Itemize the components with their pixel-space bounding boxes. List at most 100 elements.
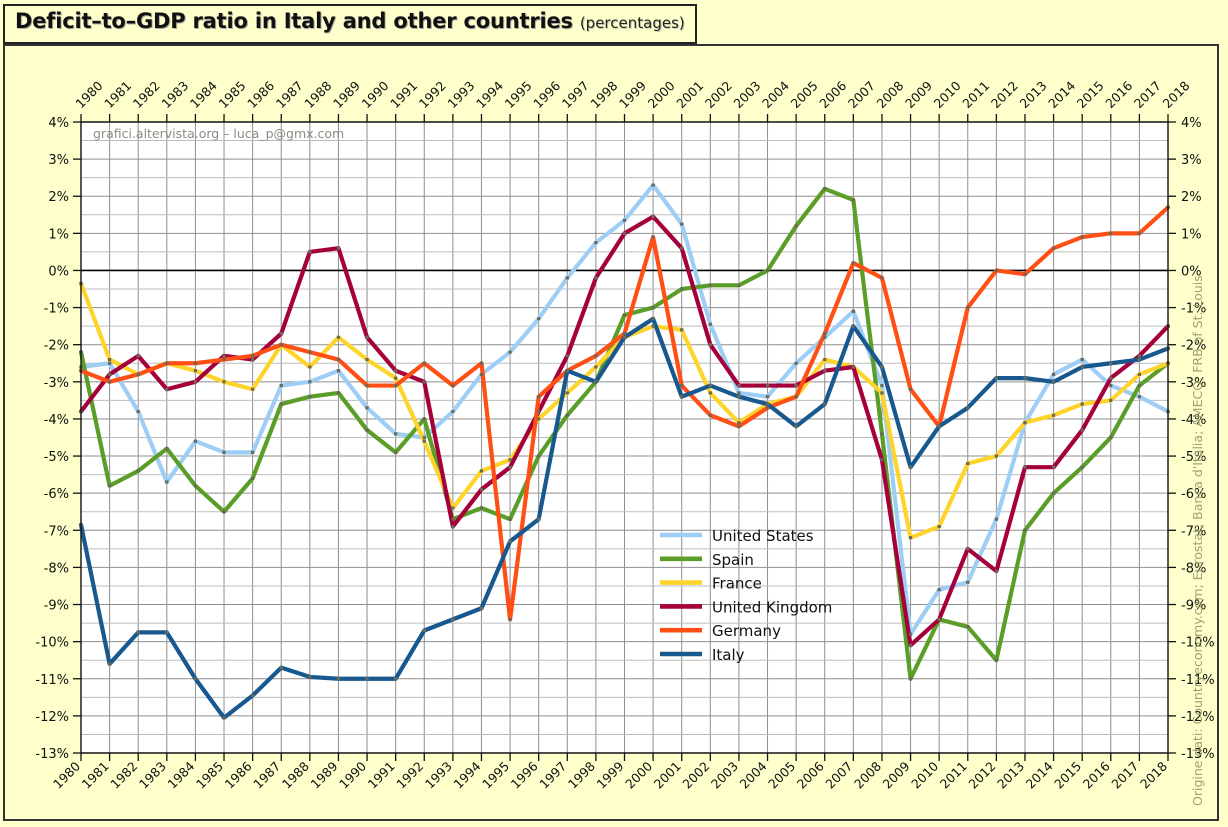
x-axis-tick-label-bottom: 2004 <box>737 758 770 791</box>
legend-label-spain[interactable]: Spain <box>712 551 754 569</box>
data-point-marker <box>193 484 198 488</box>
data-point-marker <box>279 383 283 388</box>
data-point-marker <box>622 313 627 317</box>
data-point-marker <box>336 246 341 250</box>
x-axis-tick-label-bottom: 1984 <box>164 758 197 791</box>
data-point-marker <box>394 376 398 380</box>
x-axis-tick-label-bottom: 1993 <box>422 759 455 792</box>
data-point-marker <box>880 276 884 280</box>
data-point-marker <box>1109 376 1113 380</box>
data-point-marker <box>680 328 684 332</box>
x-axis-tick-label-top: 1982 <box>130 78 163 111</box>
y-axis-tick-label-right: -10% <box>1181 636 1215 651</box>
data-point-marker <box>1051 413 1056 417</box>
x-axis-tick-label-bottom: 1999 <box>594 758 627 791</box>
data-point-marker <box>823 331 827 336</box>
data-point-marker <box>479 487 484 492</box>
data-point-marker <box>422 380 426 384</box>
legend-label-france[interactable]: France <box>712 575 762 593</box>
x-axis-tick-label-top: 1983 <box>158 78 191 111</box>
y-axis-tick-label: -13% <box>35 747 69 762</box>
data-point-marker <box>165 361 169 365</box>
data-point-marker <box>537 409 541 414</box>
data-point-marker <box>651 215 655 219</box>
x-axis-tick-label-bottom: 2016 <box>1080 758 1113 791</box>
x-axis-tick-label-bottom: 1987 <box>250 759 283 792</box>
x-axis-tick-label-top: 1994 <box>473 78 506 111</box>
page-title: Deficit–to–GDP ratio in Italy and other … <box>15 9 573 33</box>
data-point-marker <box>1137 395 1141 399</box>
data-point-marker <box>1023 528 1027 532</box>
data-point-marker <box>622 335 627 339</box>
x-axis-tick-label-bottom: 2001 <box>651 759 684 792</box>
data-point-marker <box>108 484 112 488</box>
y-axis-tick-label-right: -2% <box>1181 339 1206 354</box>
x-axis-tick-label-bottom: 2000 <box>622 758 655 791</box>
data-point-marker <box>394 677 398 681</box>
chart-title-box: Deficit–to–GDP ratio in Italy and other … <box>3 4 697 44</box>
data-point-marker <box>1109 435 1113 440</box>
x-axis-tick-label-bottom: 2014 <box>1023 758 1056 791</box>
x-axis-tick-label-bottom: 1996 <box>508 758 541 791</box>
x-axis-tick-label-top: 1997 <box>559 78 592 111</box>
y-axis-tick-label-right: -12% <box>1181 710 1215 725</box>
data-point-marker <box>823 369 827 373</box>
data-point-marker <box>365 335 369 339</box>
data-point-marker <box>308 350 312 354</box>
legend-label-germany[interactable]: Germany <box>712 622 781 640</box>
data-point-marker <box>1080 402 1084 406</box>
data-point-marker <box>508 539 512 544</box>
x-axis-tick-label-top: 1991 <box>387 78 420 111</box>
data-point-marker <box>851 365 855 369</box>
legend-label-united-states[interactable]: United States <box>712 527 814 545</box>
data-point-marker <box>1137 357 1141 362</box>
y-axis-tick-label: -8% <box>44 561 69 576</box>
x-axis-tick-label-top: 1980 <box>73 78 106 111</box>
data-point-marker <box>279 666 283 670</box>
data-point-marker <box>508 350 512 354</box>
x-axis-tick-label-bottom: 2002 <box>679 759 712 792</box>
x-axis-tick-label-top: 1996 <box>530 78 563 111</box>
data-point-marker <box>1051 465 1056 469</box>
x-axis-tick-label-bottom: 2009 <box>880 758 913 791</box>
x-axis-tick-label-bottom: 2017 <box>1108 759 1141 792</box>
data-point-marker <box>908 536 913 540</box>
x-axis-tick-label-top: 2016 <box>1102 78 1135 111</box>
data-point-marker <box>222 450 226 454</box>
data-point-marker <box>823 402 827 406</box>
data-point-marker <box>851 198 855 202</box>
x-axis-tick-label-bottom: 1998 <box>565 758 598 791</box>
data-point-marker <box>1051 246 1056 250</box>
data-point-marker <box>222 510 226 514</box>
data-point-marker <box>565 369 569 373</box>
y-axis-tick-label-right: -6% <box>1181 487 1206 502</box>
data-point-marker <box>823 335 827 339</box>
data-point-marker <box>251 357 255 362</box>
x-axis-tick-label-bottom: 1980 <box>50 758 83 791</box>
y-axis-tick-label: 0% <box>48 264 69 279</box>
data-point-marker <box>708 322 712 326</box>
x-axis-tick-label-bottom: 1988 <box>279 758 312 791</box>
x-axis-tick-label-top: 1998 <box>587 78 620 111</box>
x-axis-tick-label-bottom: 1981 <box>79 759 112 792</box>
data-point-marker <box>251 387 255 391</box>
data-point-marker <box>108 662 112 666</box>
data-point-marker <box>651 317 655 321</box>
y-axis-tick-label: -12% <box>35 710 69 725</box>
data-point-marker <box>479 606 484 610</box>
data-point-marker <box>908 643 913 647</box>
legend-label-united-kingdom[interactable]: United Kingdom <box>712 598 832 616</box>
legend-label-italy[interactable]: Italy <box>712 646 745 664</box>
data-point-marker <box>765 383 770 388</box>
data-point-marker <box>451 517 455 521</box>
data-point-marker <box>479 506 484 510</box>
x-axis-tick-label-top: 2000 <box>645 78 678 111</box>
x-axis-tick-label-top: 2012 <box>988 78 1021 111</box>
x-axis-tick-label-bottom: 1986 <box>222 758 255 791</box>
x-axis-tick-label-top: 1990 <box>359 78 392 111</box>
data-point-marker <box>422 628 426 633</box>
data-point-marker <box>193 677 198 681</box>
data-point-marker <box>279 402 283 406</box>
data-point-marker <box>1023 421 1027 425</box>
data-point-marker <box>737 424 741 428</box>
